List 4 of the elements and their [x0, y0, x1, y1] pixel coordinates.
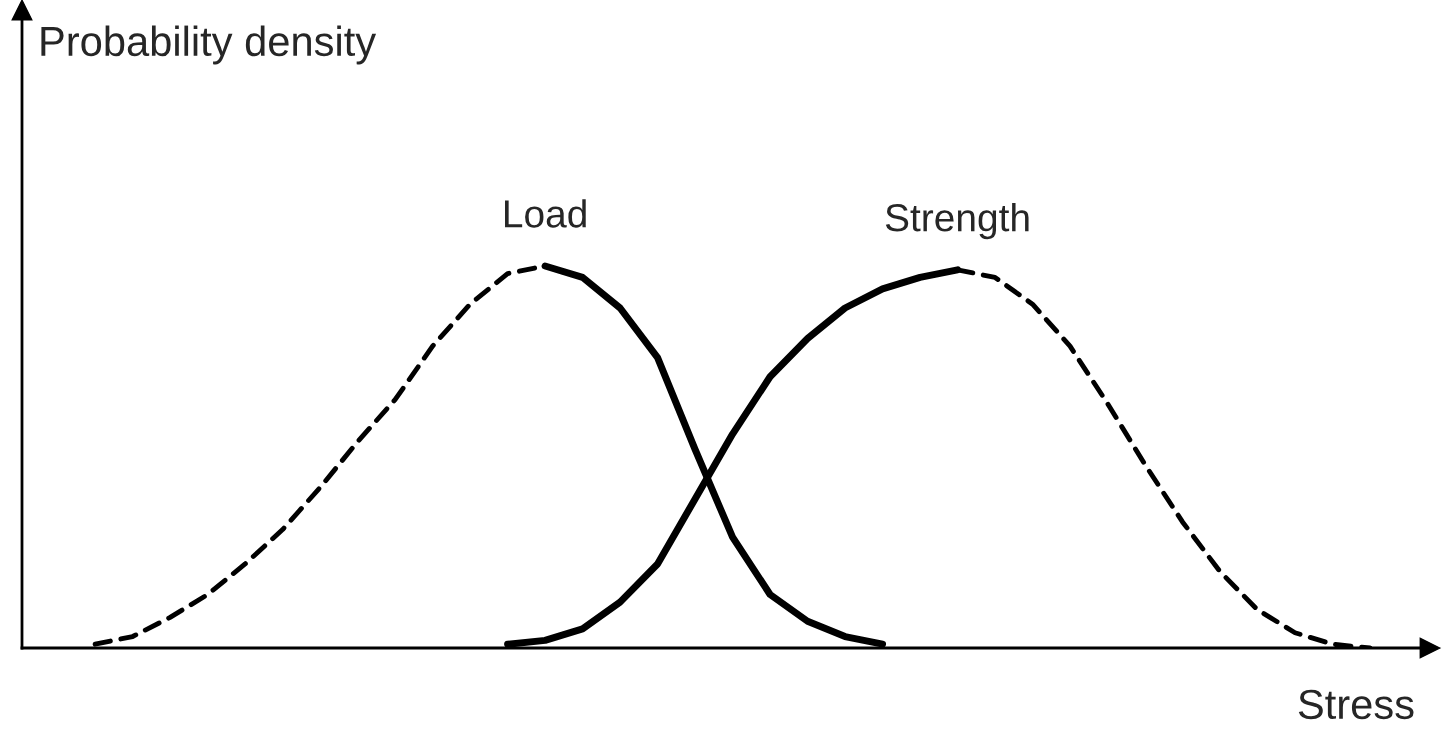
- series-label: Strength: [885, 202, 1029, 240]
- series-label: Load: [505, 199, 586, 228]
- x-axis-title: Stress: [1298, 689, 1414, 720]
- y-axis-title: Probability density: [41, 25, 377, 65]
